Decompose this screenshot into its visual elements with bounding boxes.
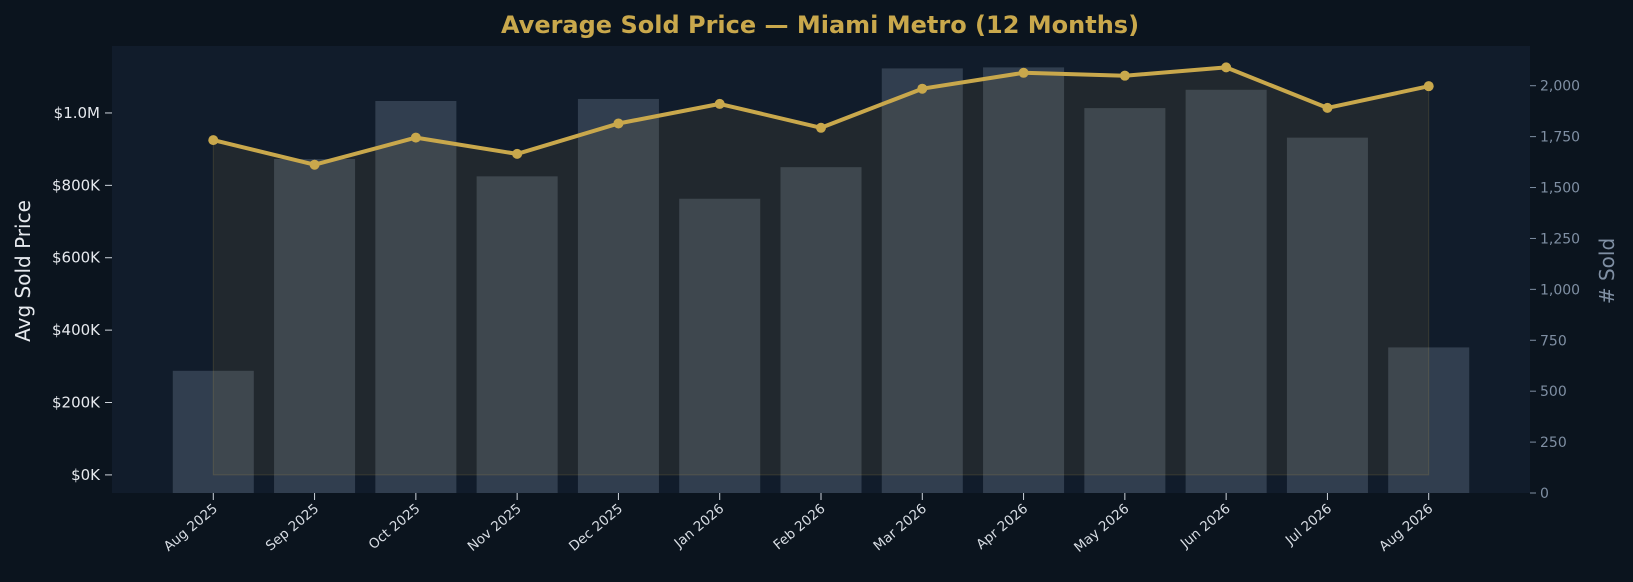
right-tick-label-2: 500 xyxy=(1540,384,1567,400)
left-tick-label-0: $0K xyxy=(71,466,101,484)
chart-title: Average Sold Price — Miami Metro (12 Mon… xyxy=(501,11,1139,39)
bar-6 xyxy=(780,167,862,493)
y-axis-label: Avg Sold Price xyxy=(11,200,35,342)
bar-1 xyxy=(274,159,356,494)
left-tick-label-1: $200K xyxy=(52,394,101,412)
right-tick-label-3: 750 xyxy=(1540,333,1567,349)
price-point-11 xyxy=(1322,102,1333,113)
right-tick-label-1: 250 xyxy=(1540,435,1567,451)
price-point-8 xyxy=(1018,67,1029,78)
left-tick-label-4: $800K xyxy=(52,176,101,194)
left-tick-label-5: $1.0M xyxy=(54,104,100,122)
price-point-2 xyxy=(410,132,421,143)
y2-axis-label: # Sold xyxy=(1595,238,1619,304)
left-tick-label-3: $600K xyxy=(52,249,101,267)
price-point-7 xyxy=(917,83,928,94)
right-tick-label-6: 1,500 xyxy=(1540,181,1580,197)
price-point-10 xyxy=(1221,62,1232,73)
bar-9 xyxy=(1084,108,1166,493)
price-point-1 xyxy=(309,159,320,170)
left-axis: $0K $200K $400K $600K $800K $1.0M xyxy=(52,104,112,484)
bar-12 xyxy=(1388,347,1470,493)
bar-2 xyxy=(375,100,457,493)
bar-0 xyxy=(172,370,254,493)
bar-11 xyxy=(1286,137,1368,494)
price-markers xyxy=(208,62,1434,170)
price-point-6 xyxy=(816,122,826,133)
bar-series xyxy=(172,67,1470,494)
right-tick-label-8: 2,000 xyxy=(1540,79,1580,95)
price-point-5 xyxy=(714,98,725,109)
right-axis: 0 250 500 750 1,000 1,250 1,500 1,750 2,000 xyxy=(1530,79,1580,502)
right-tick-label-7: 1,750 xyxy=(1540,130,1580,146)
price-point-12 xyxy=(1423,81,1434,92)
bar-3 xyxy=(476,176,558,493)
left-tick-label-2: $400K xyxy=(52,321,101,339)
bar-10 xyxy=(1185,89,1267,493)
right-tick-label-0: 0 xyxy=(1540,486,1549,502)
bar-7 xyxy=(881,68,963,493)
bar-8 xyxy=(983,67,1065,493)
bar-4 xyxy=(577,98,659,494)
right-tick-label-5: 1,250 xyxy=(1540,231,1580,247)
price-point-4 xyxy=(613,118,624,129)
price-point-3 xyxy=(512,148,523,159)
right-tick-label-4: 1,000 xyxy=(1540,282,1580,298)
price-point-9 xyxy=(1119,70,1130,81)
bar-5 xyxy=(679,198,761,493)
price-point-0 xyxy=(208,135,219,146)
